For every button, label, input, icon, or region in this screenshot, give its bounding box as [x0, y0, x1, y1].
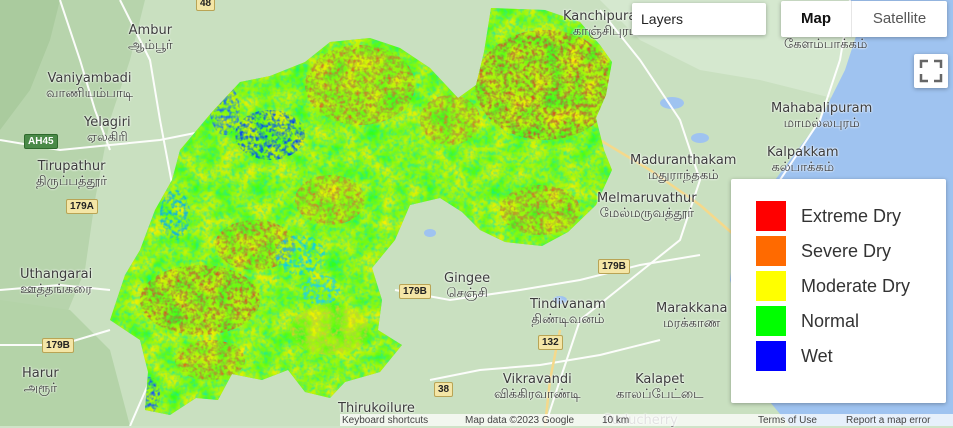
- layers-dropdown[interactable]: Layers: [632, 3, 766, 35]
- legend-label: Wet: [801, 345, 833, 366]
- road-shield: AH45: [24, 134, 58, 149]
- place-name-ta: திண்டிவனம்: [531, 312, 605, 327]
- place-name-en: Gingee: [444, 271, 491, 286]
- place-name-en: Vikravandi: [502, 372, 572, 387]
- place-name-en: Ambur: [128, 23, 173, 38]
- layers-label: Layers: [641, 11, 684, 27]
- place-name-en: Kanchipuram: [563, 9, 649, 24]
- place-name-en: Yelagiri: [84, 115, 131, 130]
- keyboard-shortcuts-link[interactable]: Keyboard shortcuts: [342, 415, 429, 426]
- legend-swatch: [756, 306, 786, 336]
- legend-item-severe-dry: Severe Dry: [756, 236, 891, 266]
- place-label-thirukoilure: Thirukoilure: [338, 401, 415, 416]
- place-name-en: Marakkana: [656, 301, 728, 316]
- place-name-ta: செஞ்சி: [446, 286, 488, 301]
- place-label-kelambakkam: கேளம்பாக்கம்: [784, 37, 867, 52]
- legend-swatch: [756, 201, 786, 231]
- place-label-harur: Harur அரூர்: [22, 366, 59, 396]
- legend-label: Moderate Dry: [801, 275, 911, 296]
- map-type-control: Map Satellite: [781, 1, 947, 37]
- place-name-ta: காலப்பேட்டை: [616, 387, 704, 402]
- place-name-ta: காஞ்சிபுரம்: [572, 24, 640, 39]
- terms-link[interactable]: Terms of Use: [758, 415, 817, 426]
- road-shield: 179B: [598, 259, 630, 274]
- legend-label: Extreme Dry: [801, 205, 902, 226]
- map-type-satellite-button[interactable]: Satellite: [872, 10, 927, 27]
- place-name-en: Mahabalipuram: [771, 101, 873, 116]
- place-label-gingee: Gingee செஞ்சி: [444, 271, 490, 301]
- place-label-melmaruvathur: Melmaruvathur மேல்மருவத்தூர்: [597, 191, 697, 221]
- legend-item-wet: Wet: [756, 341, 833, 371]
- road-shield: 179A: [66, 199, 98, 214]
- place-name-en: Tindivanam: [530, 297, 606, 312]
- fullscreen-button[interactable]: [914, 54, 948, 88]
- place-name-ta: கேளம்பாக்கம்: [784, 37, 868, 52]
- place-label-kalapet: Kalapet காலப்பேட்டை: [616, 372, 703, 402]
- legend-swatch: [756, 236, 786, 266]
- place-name-en: Melmaruvathur: [597, 191, 697, 206]
- place-name-ta: கல்பாக்கம்: [771, 160, 835, 175]
- place-label-maduranthakam: Maduranthakam மதுராந்தகம்: [630, 153, 736, 183]
- place-name-ta: மதுராந்தகம்: [647, 168, 719, 183]
- map-type-map-button[interactable]: Map: [781, 1, 852, 37]
- scale-label[interactable]: 10 km: [602, 415, 630, 426]
- place-name-ta: மாமல்லபுரம்: [783, 116, 860, 131]
- place-name-ta: மரக்காண: [663, 316, 721, 331]
- place-label-tirupathur: Tirupathur திருப்பத்தூர்: [36, 159, 107, 189]
- legend-swatch: [756, 271, 786, 301]
- place-label-tindivanam: Tindivanam திண்டிவனம்: [530, 297, 606, 327]
- place-label-kanchipuram: Kanchipuram காஞ்சிபுரம்: [563, 9, 649, 39]
- place-name-ta: திருப்பத்தூர்: [36, 174, 108, 189]
- map-footer: Keyboard shortcuts Map data ©2023 Google…: [340, 414, 953, 426]
- place-name-ta: அரூர்: [23, 381, 58, 396]
- place-name-ta: மேல்மருவத்தூர்: [599, 206, 694, 221]
- road-shield: 38: [434, 382, 454, 397]
- place-name-en: Vaniyambadi: [47, 71, 132, 86]
- place-name-ta: ஊத்தங்கரை: [20, 282, 93, 297]
- place-label-ambur: Ambur ஆம்பூர்: [128, 23, 173, 53]
- map-data-attribution: Map data ©2023 Google: [465, 415, 575, 426]
- legend-label: Normal: [801, 310, 860, 331]
- place-name-en: Uthangarai: [20, 267, 93, 282]
- place-name-en: Kalpakkam: [767, 145, 839, 160]
- place-name-en: Harur: [22, 366, 59, 381]
- place-name-ta: ஆம்பூர்: [128, 38, 173, 53]
- place-name-ta: வாணியம்பாடி: [46, 86, 133, 101]
- legend-item-normal: Normal: [756, 306, 859, 336]
- fullscreen-icon: [919, 59, 943, 83]
- road-shield: 48: [196, 0, 216, 11]
- place-name-ta: விக்கிரவாண்டி: [494, 387, 581, 402]
- place-label-kalpakkam: Kalpakkam கல்பாக்கம்: [767, 145, 839, 175]
- place-label-marakkanam: Marakkana மரக்காண: [656, 301, 728, 331]
- legend-panel: Extreme Dry Severe Dry Moderate Dry Norm…: [731, 179, 946, 403]
- legend-item-extreme-dry: Extreme Dry: [756, 201, 901, 231]
- place-name-en: Kalapet: [635, 372, 685, 387]
- place-name-ta: ஏலகிரி: [86, 130, 128, 145]
- place-name-en: Tirupathur: [37, 159, 106, 174]
- place-label-uthangarai: Uthangarai ஊத்தங்கரை: [20, 267, 92, 297]
- place-label-yelagiri: Yelagiri ஏலகிரி: [84, 115, 131, 145]
- road-shield: 179B: [42, 338, 74, 353]
- legend-item-moderate-dry: Moderate Dry: [756, 271, 910, 301]
- place-name-en: Maduranthakam: [630, 153, 737, 168]
- report-error-link[interactable]: Report a map error: [846, 415, 931, 426]
- place-label-vaniyambadi: Vaniyambadi வாணியம்பாடி: [46, 71, 133, 101]
- road-shield: 132: [538, 335, 563, 350]
- place-name-en: Thirukoilure: [338, 401, 415, 416]
- legend-label: Severe Dry: [801, 240, 892, 261]
- place-label-mahabalipuram: Mahabalipuram மாமல்லபுரம்: [771, 101, 872, 131]
- road-shield: 179B: [399, 284, 431, 299]
- legend-swatch: [756, 341, 786, 371]
- place-label-vikravandi: Vikravandi விக்கிரவாண்டி: [494, 372, 581, 402]
